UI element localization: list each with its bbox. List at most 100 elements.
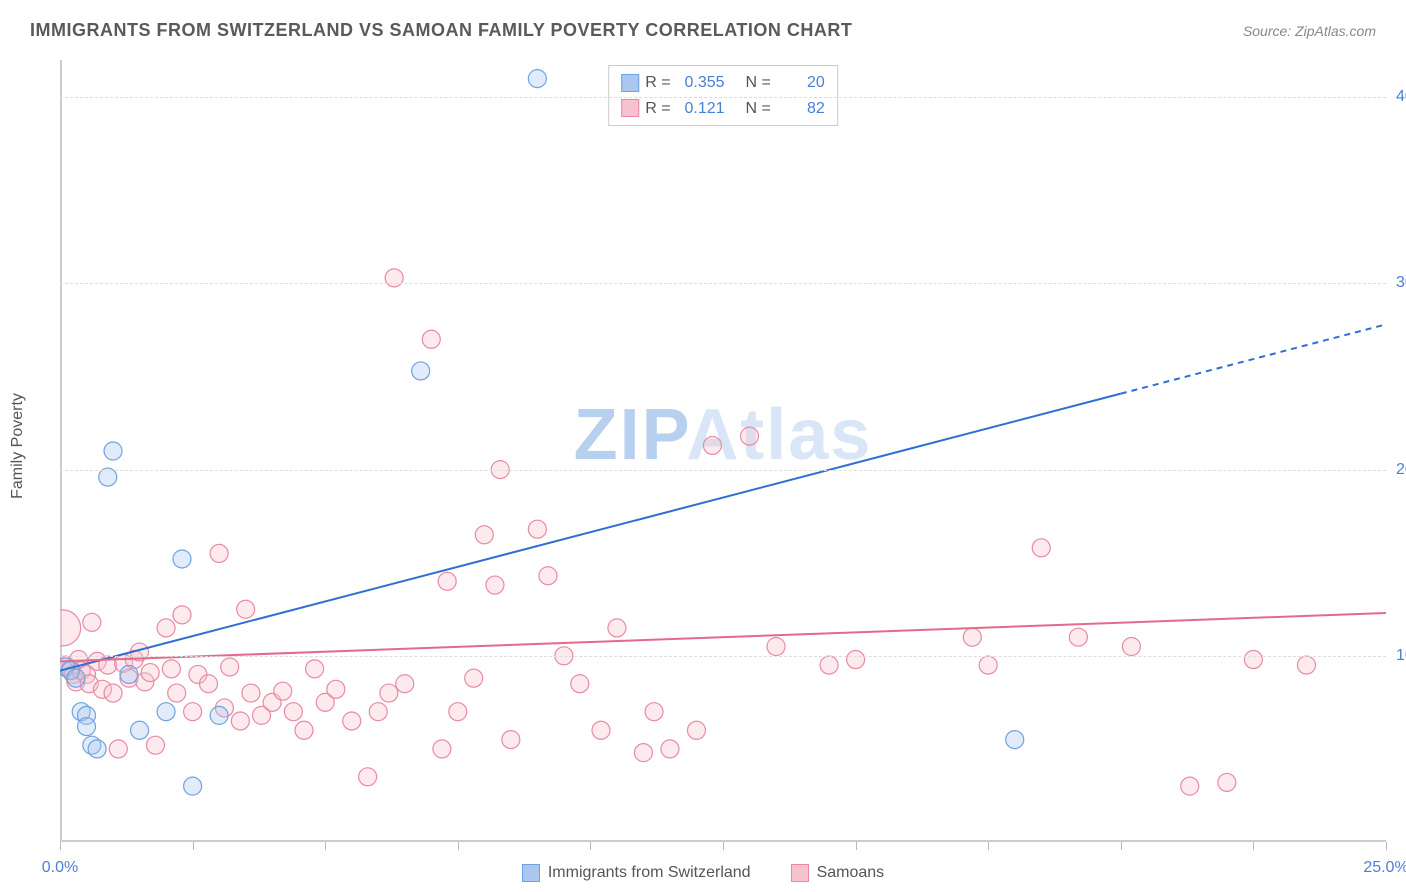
data-point-samoans [539, 567, 557, 585]
series-swatch [621, 99, 639, 117]
data-point-switzerland [78, 718, 96, 736]
data-point-samoans [1181, 777, 1199, 795]
data-point-samoans [486, 576, 504, 594]
stats-legend-box: R =0.355 N =20R =0.121 N =82 [608, 65, 838, 126]
chart-source: Source: ZipAtlas.com [1243, 23, 1376, 39]
data-point-samoans [979, 656, 997, 674]
data-point-samoans [306, 660, 324, 678]
x-tick [988, 842, 989, 850]
data-point-samoans [438, 572, 456, 590]
chart-title: IMMIGRANTS FROM SWITZERLAND VS SAMOAN FA… [30, 20, 852, 41]
data-point-samoans [502, 731, 520, 749]
trend-line-samoans [60, 613, 1386, 661]
data-point-samoans [741, 427, 759, 445]
data-point-samoans [661, 740, 679, 758]
x-tick [193, 842, 194, 850]
data-point-samoans [433, 740, 451, 758]
chart-header: IMMIGRANTS FROM SWITZERLAND VS SAMOAN FA… [30, 20, 1376, 41]
data-point-samoans [369, 703, 387, 721]
legend-label: Samoans [817, 864, 885, 882]
data-point-samoans [703, 436, 721, 454]
data-point-samoans [963, 628, 981, 646]
data-point-samoans [608, 619, 626, 637]
data-point-samoans [83, 613, 101, 631]
data-point-samoans [465, 669, 483, 687]
stats-row: R = 0.355 N = 20 [621, 70, 825, 96]
data-point-samoans [295, 721, 313, 739]
data-point-samoans [1244, 651, 1262, 669]
legend-item: Samoans [791, 864, 885, 882]
data-point-switzerland [210, 706, 228, 724]
data-point-samoans [687, 721, 705, 739]
data-point-samoans [231, 712, 249, 730]
trend-line-extrapolated-switzerland [1121, 324, 1386, 393]
stat-r-value: 0.121 [677, 96, 725, 122]
chart-area: ZIPAtlas R =0.355 N =20R =0.121 N =82 10… [60, 60, 1386, 842]
legend-item: Immigrants from Switzerland [522, 864, 751, 882]
data-point-samoans [767, 638, 785, 656]
data-point-samoans [237, 600, 255, 618]
data-point-samoans [327, 680, 345, 698]
data-point-samoans [422, 330, 440, 348]
data-point-switzerland [99, 468, 117, 486]
data-point-samoans [1069, 628, 1087, 646]
series-swatch [621, 74, 639, 92]
data-point-samoans [380, 684, 398, 702]
grid-line [60, 656, 1386, 657]
stat-r-label: R = [645, 96, 670, 122]
data-point-switzerland [184, 777, 202, 795]
grid-line [60, 470, 1386, 471]
series-swatch [791, 864, 809, 882]
data-point-samoans [104, 684, 122, 702]
data-point-samoans [141, 664, 159, 682]
data-point-samoans [184, 703, 202, 721]
data-point-samoans [221, 658, 239, 676]
x-tick [1253, 842, 1254, 850]
data-point-switzerland [104, 442, 122, 460]
stat-n-value: 20 [777, 70, 825, 96]
data-point-samoans [274, 682, 292, 700]
data-point-samoans [396, 675, 414, 693]
legend-label: Immigrants from Switzerland [548, 864, 751, 882]
stats-row: R =0.121 N =82 [621, 96, 825, 122]
data-point-samoans [242, 684, 260, 702]
data-point-switzerland [67, 669, 85, 687]
x-tick [723, 842, 724, 850]
data-point-samoans [109, 740, 127, 758]
data-point-switzerland [1006, 731, 1024, 749]
data-point-samoans [847, 651, 865, 669]
stat-r-value: 0.355 [677, 70, 725, 96]
y-tick-label: 10.0% [1396, 647, 1406, 665]
data-point-switzerland [173, 550, 191, 568]
grid-line [60, 283, 1386, 284]
data-point-samoans [359, 768, 377, 786]
data-point-samoans [645, 703, 663, 721]
data-point-samoans [284, 703, 302, 721]
data-point-switzerland [120, 665, 138, 683]
series-swatch [522, 864, 540, 882]
data-point-samoans [449, 703, 467, 721]
data-point-samoans [592, 721, 610, 739]
data-point-samoans [210, 544, 228, 562]
x-tick [60, 842, 61, 850]
data-point-samoans [820, 656, 838, 674]
y-axis-label: Family Poverty [9, 393, 27, 499]
stat-r-label: R = [645, 70, 670, 96]
data-point-samoans [157, 619, 175, 637]
data-point-samoans [1032, 539, 1050, 557]
legend: Immigrants from Switzerland Samoans [0, 864, 1406, 882]
stat-n-label: N = [745, 70, 770, 96]
data-point-samoans [1218, 773, 1236, 791]
data-point-samoans [634, 744, 652, 762]
data-point-samoans [60, 610, 81, 646]
data-point-samoans [173, 606, 191, 624]
x-tick [458, 842, 459, 850]
data-point-samoans [168, 684, 186, 702]
data-point-switzerland [157, 703, 175, 721]
scatter-plot [60, 60, 1386, 842]
data-point-samoans [1122, 638, 1140, 656]
y-tick-label: 20.0% [1396, 461, 1406, 479]
data-point-samoans [343, 712, 361, 730]
x-tick [1386, 842, 1387, 850]
data-point-switzerland [528, 70, 546, 88]
